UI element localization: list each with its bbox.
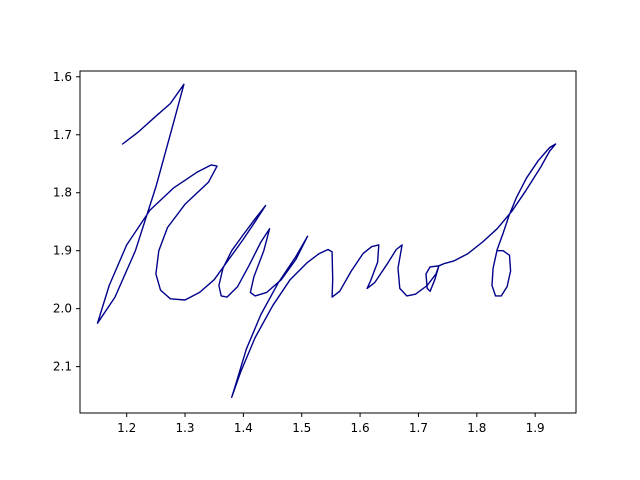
plot-frame bbox=[79, 70, 577, 414]
y-tick-label: 1.9 bbox=[53, 244, 72, 258]
y-tick-label: 1.6 bbox=[53, 70, 72, 84]
x-tick-label: 1.2 bbox=[117, 421, 136, 435]
x-tick-label: 1.9 bbox=[526, 421, 545, 435]
x-tick-label: 1.6 bbox=[351, 421, 370, 435]
x-axis: 1.2 1.3 1.4 1.5 1.6 1.7 1.8 1.9 bbox=[117, 413, 545, 435]
x-tick-label: 1.8 bbox=[467, 421, 486, 435]
y-tick-label: 1.8 bbox=[53, 186, 72, 200]
x-tick-label: 1.3 bbox=[175, 421, 194, 435]
x-tick-label: 1.5 bbox=[292, 421, 311, 435]
x-tick-label: 1.4 bbox=[234, 421, 253, 435]
y-tick-label: 2.0 bbox=[53, 302, 72, 316]
y-axis: 1.6 1.7 1.8 1.9 2.0 2.1 bbox=[53, 70, 80, 374]
y-tick-label: 2.1 bbox=[53, 360, 72, 374]
x-tick-label: 1.7 bbox=[409, 421, 428, 435]
series-layer bbox=[96, 83, 557, 398]
series-line-0 bbox=[96, 83, 557, 398]
y-tick-label: 1.7 bbox=[53, 128, 72, 142]
